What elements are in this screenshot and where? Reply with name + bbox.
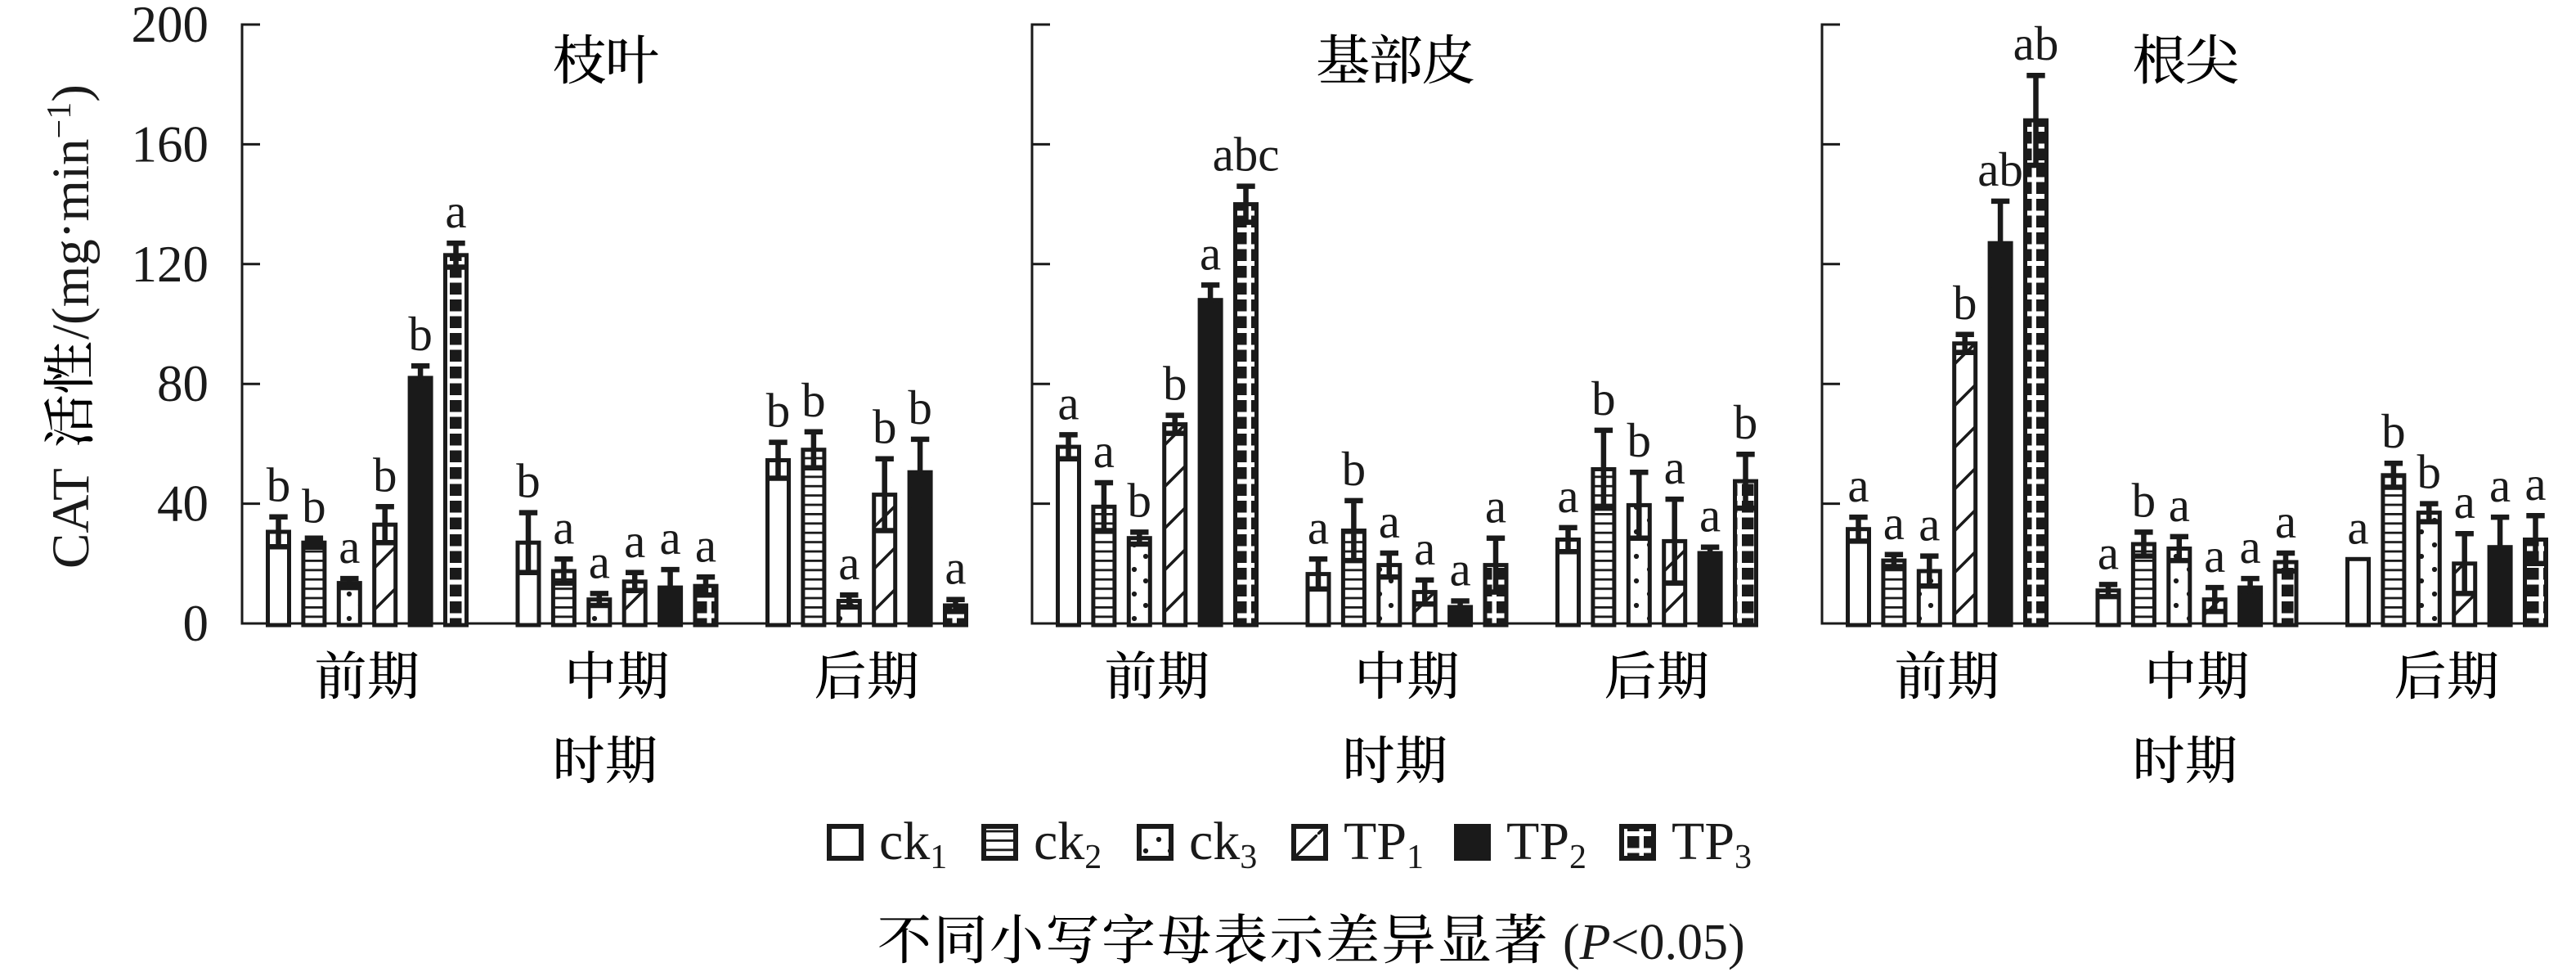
svg-text:b: b bbox=[1342, 442, 1367, 496]
svg-text:a: a bbox=[1485, 479, 1506, 533]
svg-text:a: a bbox=[2275, 494, 2296, 548]
svg-text:160: 160 bbox=[132, 115, 209, 173]
svg-text:a: a bbox=[838, 536, 859, 590]
svg-text:b: b bbox=[1591, 371, 1616, 425]
svg-text:b: b bbox=[1163, 357, 1187, 411]
svg-text:a: a bbox=[2240, 520, 2261, 574]
svg-text:80: 80 bbox=[157, 355, 209, 412]
svg-text:a: a bbox=[1664, 440, 1685, 494]
svg-text:a: a bbox=[695, 518, 716, 572]
svg-text:a: a bbox=[1414, 521, 1435, 575]
svg-text:a: a bbox=[339, 520, 360, 574]
svg-text:CAT: CAT bbox=[42, 468, 101, 569]
svg-text:b: b bbox=[408, 307, 433, 361]
svg-text:a: a bbox=[1308, 500, 1329, 554]
svg-text:a: a bbox=[1883, 496, 1905, 550]
svg-text:200: 200 bbox=[132, 0, 209, 53]
svg-text:a: a bbox=[2347, 500, 2368, 554]
svg-text:a: a bbox=[1919, 497, 1940, 551]
svg-text:b: b bbox=[766, 384, 791, 438]
svg-text:b: b bbox=[267, 458, 291, 512]
svg-text:b: b bbox=[2381, 404, 2406, 458]
svg-text:b: b bbox=[873, 400, 897, 454]
svg-text:b: b bbox=[801, 373, 826, 427]
svg-text:a: a bbox=[2454, 475, 2475, 529]
svg-text:b: b bbox=[1953, 276, 1977, 330]
svg-text:abc: abc bbox=[1213, 128, 1280, 182]
svg-text:a: a bbox=[1057, 376, 1079, 430]
svg-text:a: a bbox=[945, 541, 966, 595]
svg-text:b: b bbox=[2132, 473, 2156, 527]
svg-text:(P<0.05): (P<0.05) bbox=[1563, 915, 1745, 970]
svg-text:a: a bbox=[1200, 226, 1221, 280]
svg-text:b: b bbox=[908, 380, 932, 434]
svg-text:a: a bbox=[2098, 525, 2119, 579]
svg-text:a: a bbox=[1093, 424, 1115, 478]
svg-text:a: a bbox=[1379, 494, 1400, 548]
svg-text:b: b bbox=[302, 479, 326, 533]
svg-text:TP2: TP2 bbox=[1506, 812, 1586, 876]
svg-text:a: a bbox=[2489, 458, 2511, 512]
svg-text:120: 120 bbox=[132, 236, 209, 293]
svg-text:ab: ab bbox=[1977, 142, 2023, 196]
svg-text:40: 40 bbox=[157, 475, 209, 533]
svg-text:b: b bbox=[1734, 395, 1758, 449]
svg-text:a: a bbox=[2169, 478, 2190, 532]
svg-text:/(mg·min−1): /(mg·min−1) bbox=[38, 84, 101, 340]
svg-text:a: a bbox=[1699, 488, 1721, 542]
svg-text:a: a bbox=[589, 534, 610, 588]
svg-text:a: a bbox=[624, 514, 645, 568]
svg-text:a: a bbox=[1847, 458, 1869, 512]
svg-text:b: b bbox=[516, 454, 541, 508]
svg-text:b: b bbox=[1128, 473, 1152, 527]
svg-text:a: a bbox=[2524, 457, 2546, 511]
svg-text:a: a bbox=[1557, 469, 1578, 523]
svg-text:a: a bbox=[660, 511, 681, 565]
svg-text:a: a bbox=[553, 500, 574, 554]
svg-text:b: b bbox=[2417, 445, 2442, 499]
svg-text:ab: ab bbox=[2013, 16, 2059, 70]
svg-text:a: a bbox=[2204, 529, 2225, 583]
svg-text:a: a bbox=[1450, 542, 1471, 596]
svg-text:b: b bbox=[373, 448, 397, 502]
svg-text:0: 0 bbox=[183, 595, 209, 652]
svg-text:a: a bbox=[445, 184, 466, 238]
svg-text:b: b bbox=[1627, 413, 1652, 467]
